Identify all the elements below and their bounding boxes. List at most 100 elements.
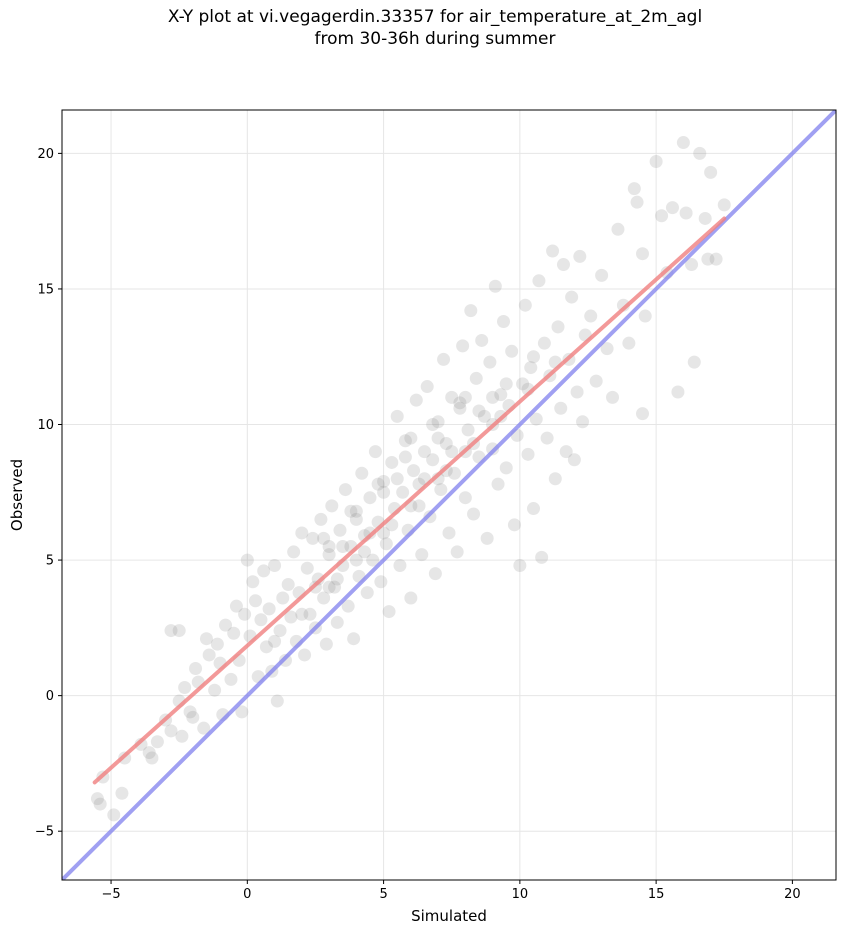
data-point (330, 615, 344, 629)
data-point (404, 591, 418, 605)
identity-line (62, 110, 836, 880)
data-point (409, 393, 423, 407)
data-point (227, 626, 241, 640)
data-point (526, 502, 540, 516)
data-point (268, 634, 282, 648)
data-point (355, 466, 369, 480)
data-point (295, 526, 309, 540)
data-point (529, 412, 543, 426)
data-point (687, 355, 701, 369)
data-point (172, 624, 186, 638)
data-point (273, 624, 287, 638)
data-point (559, 445, 573, 459)
data-point (287, 545, 301, 559)
data-point (235, 705, 249, 719)
chart-title-line-1: X-Y plot at vi.vegagerdin.33357 for air_… (167, 7, 703, 27)
data-point (390, 472, 404, 486)
data-point (314, 512, 328, 526)
data-point (434, 483, 448, 497)
data-point (573, 249, 587, 263)
x-axis-label: Simulated (411, 907, 487, 925)
data-point (535, 550, 549, 564)
data-point (415, 548, 429, 562)
data-point (186, 710, 200, 724)
y-tick-label: 0 (46, 689, 54, 704)
data-point (606, 390, 620, 404)
data-point (701, 252, 715, 266)
data-point (404, 431, 418, 445)
chart-title-line-2: from 30-36h during summer (314, 29, 556, 49)
data-point (281, 577, 295, 591)
x-tick-label: 20 (784, 887, 801, 902)
y-tick-label: 15 (37, 282, 54, 297)
data-point (518, 298, 532, 312)
data-point (491, 477, 505, 491)
data-point (472, 404, 486, 418)
data-point (480, 531, 494, 545)
data-point (420, 380, 434, 394)
data-point (150, 735, 164, 749)
data-point (224, 672, 238, 686)
data-point (330, 572, 344, 586)
data-point (371, 477, 385, 491)
data-point (336, 540, 350, 554)
data-point (467, 507, 481, 521)
data-point (556, 258, 570, 272)
data-point (295, 607, 309, 621)
data-point (322, 580, 336, 594)
data-point (458, 390, 472, 404)
data-point (445, 445, 459, 459)
data-point (450, 545, 464, 559)
x-tick-label: 0 (243, 887, 251, 902)
y-tick-label: 10 (37, 418, 54, 433)
x-tick-label: 5 (379, 887, 387, 902)
data-point (338, 483, 352, 497)
data-point (584, 309, 598, 323)
data-point (344, 504, 358, 518)
data-point (439, 464, 453, 478)
data-point (630, 195, 644, 209)
data-point (374, 575, 388, 589)
data-point (407, 464, 421, 478)
data-point (475, 333, 489, 347)
data-point (341, 599, 355, 613)
data-point (145, 751, 159, 765)
data-point (382, 605, 396, 619)
data-point (178, 681, 192, 694)
data-point (636, 247, 649, 261)
data-point (210, 637, 224, 651)
data-point (240, 553, 254, 567)
data-point (412, 499, 426, 513)
data-point (219, 618, 233, 632)
data-point (90, 792, 104, 806)
data-point (246, 575, 260, 589)
data-point (379, 537, 393, 551)
data-point (483, 355, 497, 369)
data-point (115, 786, 129, 800)
data-point (507, 518, 521, 532)
data-point (567, 453, 581, 467)
data-point (317, 531, 331, 545)
data-point (298, 648, 312, 662)
data-point (622, 336, 636, 350)
y-axis-label: Observed (8, 459, 26, 531)
data-point (398, 434, 412, 448)
data-point (499, 461, 513, 475)
data-point (303, 607, 317, 621)
data-point (431, 415, 445, 429)
data-point (360, 586, 374, 600)
data-point (322, 548, 336, 562)
data-point (671, 385, 685, 399)
x-tick-label: −5 (101, 887, 120, 902)
data-point (595, 268, 609, 282)
data-point (458, 491, 472, 505)
data-point (417, 445, 431, 459)
data-point (554, 401, 568, 415)
data-point (238, 607, 252, 621)
data-point (698, 211, 712, 225)
data-point (262, 602, 276, 616)
data-point (385, 455, 399, 469)
data-point (551, 320, 565, 334)
data-point (532, 274, 546, 288)
data-point (445, 390, 459, 404)
